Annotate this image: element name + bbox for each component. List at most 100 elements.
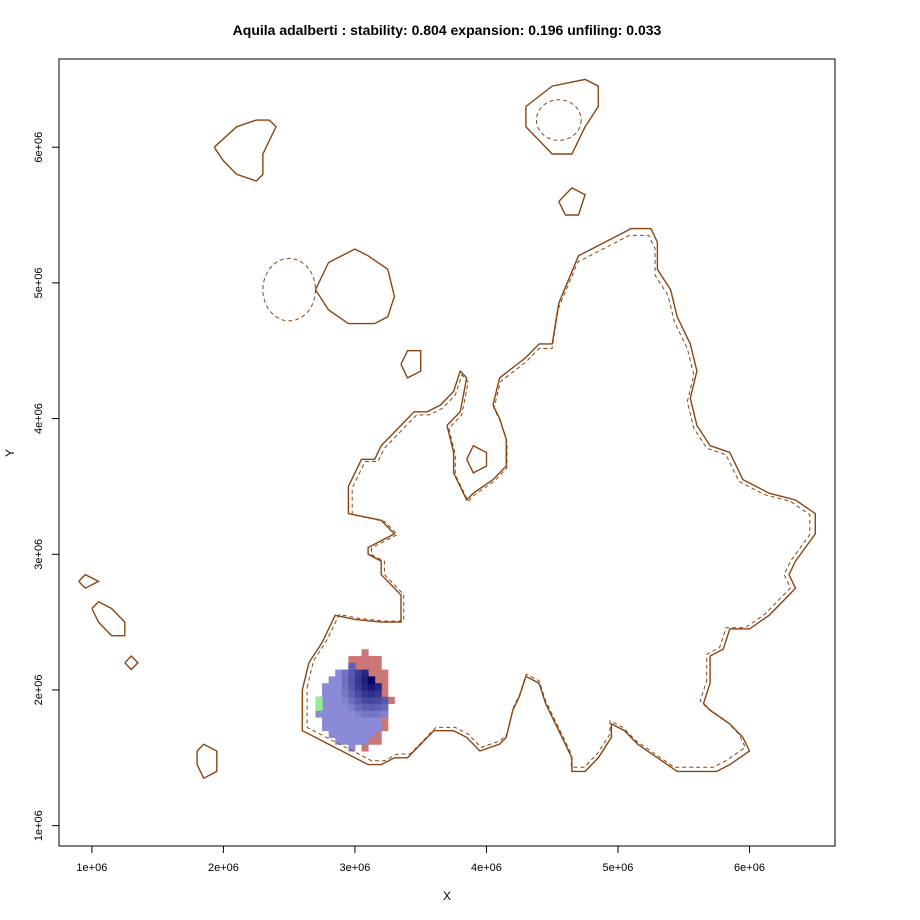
stability-cell: [348, 744, 356, 752]
stability-cell: [335, 703, 343, 711]
expansion-cell: [387, 696, 395, 705]
expansion-cell: [374, 656, 382, 664]
stability-cell: [328, 689, 336, 698]
stability-cell: [335, 669, 343, 677]
stability-cell: [361, 696, 369, 705]
stability-cell: [348, 730, 356, 738]
stability-cell: [348, 696, 356, 705]
expansion-cell: [361, 649, 369, 657]
stability-cell: [368, 730, 376, 738]
stability-cell: [354, 689, 363, 698]
stability-cell: [361, 689, 369, 698]
stability-cell: [354, 696, 363, 705]
stability-cell: [328, 676, 336, 684]
expansion-cell: [381, 683, 389, 691]
x-tick-label: 4e+06: [471, 862, 502, 874]
stability-cell: [348, 662, 356, 671]
y-axis: 1e+06 2e+06 3e+06 4e+06 5e+06 6e+06: [33, 132, 60, 841]
stability-cell: [361, 669, 369, 677]
island-outline: [400, 350, 422, 379]
y-axis-label: Y: [3, 449, 17, 457]
stability-cell: [335, 723, 343, 732]
island-dashed-ring: [535, 99, 582, 141]
stability-cell: [328, 717, 336, 725]
expansion-cell: [361, 656, 369, 664]
stability-cell: [361, 737, 369, 745]
expansion-cell: [368, 737, 376, 745]
stability-cell: [368, 689, 376, 698]
stability-cell: [341, 723, 349, 732]
y-tick-label: 3e+06: [33, 539, 45, 570]
island-outline: [124, 654, 139, 671]
island-outline: [525, 78, 599, 155]
stability-cell: [348, 717, 356, 725]
stability-cell: [381, 703, 389, 711]
stability-cell: [348, 737, 356, 745]
island-outline: [466, 444, 488, 474]
raster-layer: [315, 649, 395, 752]
stability-cell: [354, 703, 363, 711]
y-tick-label: 5e+06: [33, 267, 45, 298]
x-tick-label: 2e+06: [208, 862, 239, 874]
stability-cell: [341, 703, 349, 711]
stability-cell: [374, 689, 382, 698]
stability-cell: [368, 683, 376, 691]
stability-cell: [361, 683, 369, 691]
expansion-cell: [381, 689, 389, 698]
stability-cell: [335, 683, 343, 691]
stability-cell: [361, 676, 369, 684]
island-dashed-ring: [262, 257, 316, 322]
expansion-cell: [348, 656, 356, 664]
expansion-cell: [381, 723, 389, 732]
stability-cell: [328, 723, 336, 732]
expansion-cell: [368, 656, 376, 664]
stability-cell: [368, 710, 376, 718]
stability-cell: [341, 696, 349, 705]
expansion-cell: [374, 676, 382, 684]
stability-cell: [341, 737, 349, 745]
stability-cell: [354, 723, 363, 732]
stability-cell: [341, 717, 349, 725]
stability-cell: [341, 710, 349, 718]
unfilling-cell: [315, 696, 323, 705]
stability-cell: [335, 710, 343, 718]
x-tick-label: 3e+06: [339, 862, 370, 874]
stability-cell: [335, 689, 343, 698]
stability-cell: [368, 717, 376, 725]
stability-cell: [341, 689, 349, 698]
x-axis: 1e+06 2e+06 3e+06 4e+06 5e+06 6e+06: [76, 845, 765, 874]
stability-cell: [335, 676, 343, 684]
stability-cell: [374, 696, 382, 705]
stability-cell: [381, 696, 389, 705]
stability-cell: [322, 683, 330, 691]
stability-cell: [374, 683, 382, 691]
expansion-cell: [361, 662, 369, 671]
stability-cell: [374, 723, 382, 732]
island-outline: [78, 573, 101, 590]
plot-area: [58, 58, 836, 847]
stability-cell: [322, 723, 330, 732]
stability-cell: [361, 723, 369, 732]
stability-cell: [335, 696, 343, 705]
stability-cell: [322, 710, 330, 718]
expansion-cell: [381, 669, 389, 677]
stability-cell: [322, 689, 330, 698]
stability-cell: [354, 683, 363, 691]
stability-cell: [361, 717, 369, 725]
stability-cell: [328, 696, 336, 705]
y-tick-label: 6e+06: [33, 132, 45, 163]
stability-cell: [354, 669, 363, 677]
unfilling-cell: [315, 703, 323, 711]
stability-cell: [368, 723, 376, 732]
stability-cell: [354, 710, 363, 718]
y-tick-label: 1e+06: [33, 810, 45, 841]
x-tick-label: 1e+06: [76, 862, 107, 874]
stability-cell: [328, 730, 336, 738]
stability-cell: [361, 703, 369, 711]
expansion-cell: [354, 662, 363, 671]
stability-cell: [348, 703, 356, 711]
stability-cell: [328, 683, 336, 691]
expansion-cell: [374, 669, 382, 677]
